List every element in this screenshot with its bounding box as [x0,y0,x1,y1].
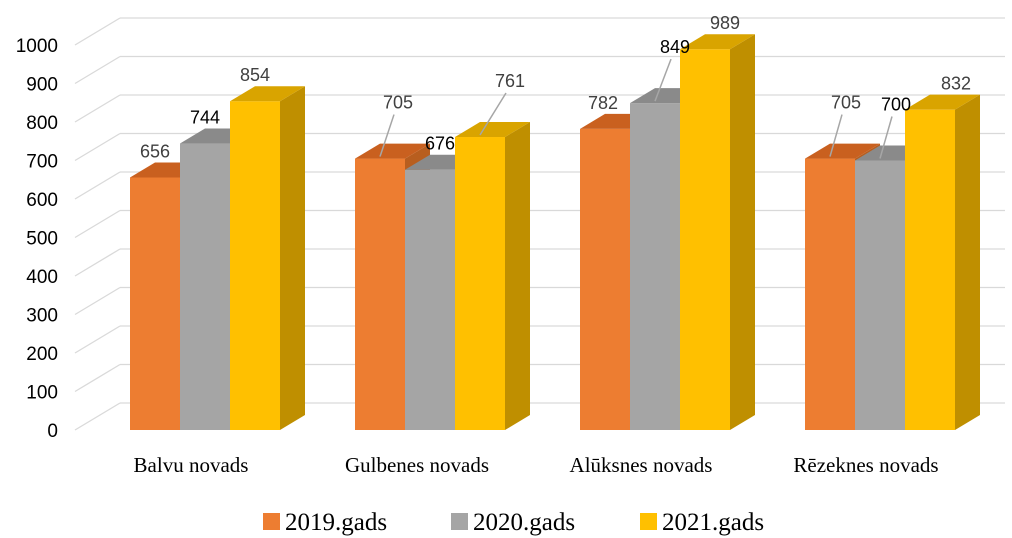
data-label: 854 [240,65,270,85]
bar-side [280,86,305,431]
legend-swatch [640,513,657,530]
y-tick-label: 800 [26,113,58,134]
y-tick-label: 0 [47,421,58,442]
data-label: 676 [425,134,455,154]
bar [580,128,630,430]
leader-lines [379,58,893,159]
y-axis: 0 100 200 300 400 500 600 700 800 900 1000 [16,36,58,442]
bar-top [680,34,755,50]
leader-line [654,58,672,102]
data-label: 705 [831,93,861,113]
y-tick-label: 200 [26,344,58,365]
bar [630,103,680,430]
gridline-floor [74,132,121,162]
bar-top [455,122,530,138]
bar-top [230,86,305,102]
bar [805,158,855,430]
data-label: 832 [941,74,971,94]
legend-label: 2019.gads [285,509,387,536]
y-tick-label: 100 [26,383,58,404]
legend-swatch [263,513,280,530]
bar-side [505,122,530,430]
bar-top [805,143,880,159]
data-label: 744 [190,108,220,128]
legend-swatch [451,513,468,530]
data-label: 656 [140,141,170,161]
leader-line [829,114,843,157]
bar [905,109,955,431]
x-axis: Balvu novads Gulbenes novads Alūksnes nova… [134,453,939,477]
x-tick-label: Rēzeknes novads [793,453,938,477]
gridline-floor [74,55,121,85]
bar-side [730,34,755,431]
gridline-floor [74,402,121,431]
y-tick-label: 1000 [16,36,58,57]
y-tick-label: 300 [26,306,58,327]
gridline-floor [74,363,121,393]
y-tick-label: 900 [26,75,58,96]
legend-label: 2021.gads [662,509,764,536]
gridline-floor [74,17,121,46]
leader-line [879,116,893,159]
bar [855,160,905,430]
bar-top [905,94,980,110]
x-tick-label: Gulbenes novads [345,453,489,477]
data-label: 782 [588,93,618,113]
leader-line [379,114,395,157]
legend: 2019.gads 2020.gads 2021.gads [263,509,764,536]
bar [680,49,730,431]
bar [455,137,505,430]
data-label: 849 [660,37,690,57]
legend-label: 2020.gads [473,509,575,536]
data-label: 989 [710,13,740,33]
bar [355,158,405,430]
x-tick-label: Balvu novads [134,453,249,477]
bar-side [955,94,980,431]
bars [130,34,980,431]
data-label: 761 [495,71,525,91]
gridline-floor [74,248,121,277]
bar [230,101,280,431]
data-label: 700 [881,95,911,115]
bar [405,169,455,431]
gridline-floor [74,94,121,123]
data-label: 705 [383,93,413,113]
leader-line [479,92,507,136]
gridline-floor [74,171,121,200]
bar [130,177,180,430]
y-tick-label: 600 [26,190,58,211]
y-tick-label: 700 [26,152,58,173]
data-labels: 656 744 854 705 676 761 782 849 989 705 700 832 [140,13,971,161]
gridline-floor [74,209,121,239]
gridline-floor [74,286,121,316]
bar-top [355,143,430,159]
x-tick-label: Alūksnes novads [570,453,713,477]
y-tick-label: 400 [26,267,58,288]
bar [180,143,230,430]
gridline-floor [74,325,121,354]
y-tick-label: 500 [26,229,58,250]
